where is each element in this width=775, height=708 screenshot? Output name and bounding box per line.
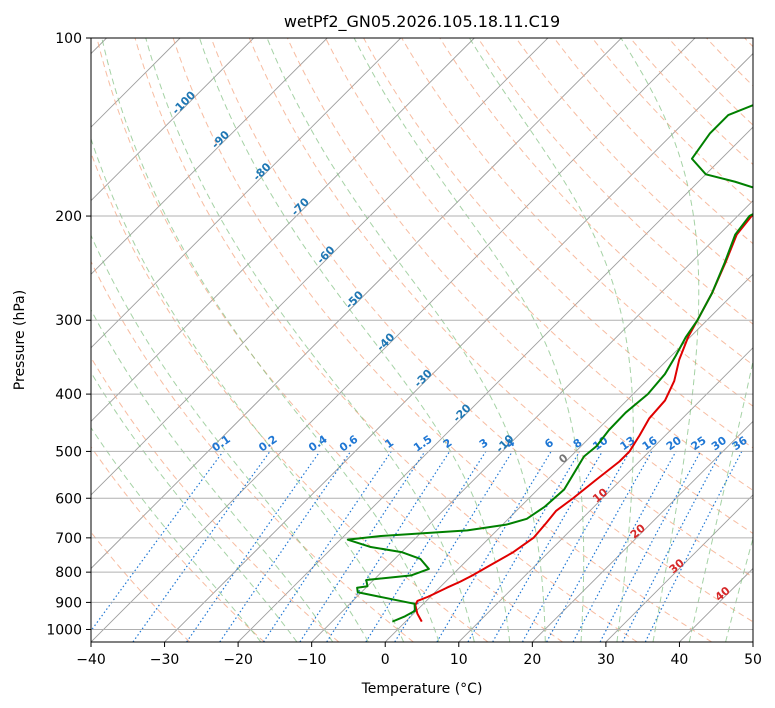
dry-adiabat-line: [91, 260, 414, 642]
mixing-ratio-line: [219, 451, 352, 642]
x-axis-ticks: −40 −30 −20 −10 0 10 20 30 40 50: [76, 642, 762, 668]
isotherm-line: [91, 38, 402, 349]
plot-frame: [90, 37, 754, 643]
moist-adiabat-line: [620, 38, 700, 642]
mixing-ratio-line: [326, 451, 451, 642]
isotherm-line: [605, 494, 753, 642]
y-tick-label: 300: [55, 313, 82, 329]
moist-adiabat-line: [91, 371, 298, 642]
dry-adiabat-line: [248, 38, 753, 578]
moist-adiabat-line: [725, 536, 753, 642]
isotherm-line: [91, 38, 254, 202]
moist-adiabat-line: [266, 38, 546, 642]
moist-adiabat-line: [91, 308, 334, 642]
mixing-ratio-line: [263, 451, 392, 642]
chart-title: wetPf2_GN05.2026.105.18.11.C19: [284, 12, 560, 32]
isotherm-line: [91, 38, 549, 496]
moist-adiabat-lines: [91, 38, 753, 642]
moist-adiabat-line: [91, 426, 262, 642]
x-tick-label: 30: [597, 652, 615, 668]
mixing-ratio-line: [132, 451, 271, 642]
mixing-ratio-line: [299, 451, 426, 642]
dry-adiabat-line: [210, 38, 753, 623]
isotherm-line: [532, 420, 753, 642]
mixing-ratio-lines: [91, 451, 743, 642]
dry-adiabat-line: [401, 38, 753, 407]
y-tick-label: 800: [55, 565, 82, 581]
x-tick-label: −10: [297, 652, 327, 668]
mixing-ratio-line: [572, 451, 677, 642]
isotherm-line: [164, 52, 753, 642]
x-tick-label: −30: [150, 652, 180, 668]
y-tick-label: 400: [55, 387, 82, 403]
x-tick-label: 0: [381, 652, 390, 668]
mixing-ratio-line: [521, 451, 631, 642]
mixing-ratio-line: [186, 451, 321, 642]
x-tick-label: −40: [76, 652, 106, 668]
isotherm-line: [237, 126, 753, 642]
mixing-ratio-line: [91, 451, 224, 632]
y-tick-label: 200: [55, 209, 82, 225]
dry-adiabat-line: [286, 38, 753, 535]
dry-adiabat-line: [363, 38, 753, 449]
dry-adiabat-line: [591, 38, 753, 205]
y-axis-ticks: 1000 900 800 700 600 500 400 300 200 100: [46, 31, 91, 638]
dry-adiabat-line: [477, 38, 753, 325]
moist-adiabat-line: [145, 38, 475, 642]
dewpoint-profile-line: [346, 104, 753, 623]
dry-adiabat-line: [172, 38, 713, 642]
y-tick-label: 1000: [46, 622, 82, 638]
pressure-grid-lines: [91, 38, 753, 630]
x-tick-label: 50: [744, 652, 762, 668]
moist-adiabat-line: [91, 137, 405, 642]
profile-series: [346, 104, 753, 623]
x-tick-label: 20: [523, 652, 541, 668]
isotherm-line: [91, 38, 475, 422]
isotherm-line: [91, 38, 622, 570]
mixing-ratio-line: [394, 451, 513, 642]
dry-adiabat-line: [325, 38, 753, 491]
isotherm-line: [91, 38, 696, 642]
y-axis-title: Pressure (hPa): [12, 290, 28, 390]
dry-adiabat-line: [134, 38, 638, 642]
y-tick-label: 700: [55, 531, 82, 547]
dry-adiabat-line: [91, 445, 265, 642]
mixing-ratio-line: [644, 451, 743, 642]
dry-adiabat-line: [629, 38, 753, 166]
isotherm-line: [91, 38, 328, 275]
y-tick-label: 100: [55, 31, 82, 47]
x-axis-title: Temperature (°C): [361, 681, 483, 697]
x-tick-label: 10: [450, 652, 468, 668]
isotherm-line: [458, 347, 753, 642]
mixing-ratio-line: [546, 451, 653, 642]
y-tick-label: 600: [55, 491, 82, 507]
x-tick-label: −20: [223, 652, 253, 668]
temperature-profile-line: [414, 213, 753, 623]
x-tick-label: 40: [671, 652, 689, 668]
moist-adiabat-line: [688, 358, 753, 642]
moist-adiabat-line: [199, 38, 511, 642]
y-tick-label: 900: [55, 595, 82, 611]
y-tick-label: 500: [55, 444, 82, 460]
moist-adiabat-line: [91, 234, 369, 642]
moist-adiabat-line: [101, 38, 440, 642]
moist-adiabat-line: [353, 38, 585, 642]
